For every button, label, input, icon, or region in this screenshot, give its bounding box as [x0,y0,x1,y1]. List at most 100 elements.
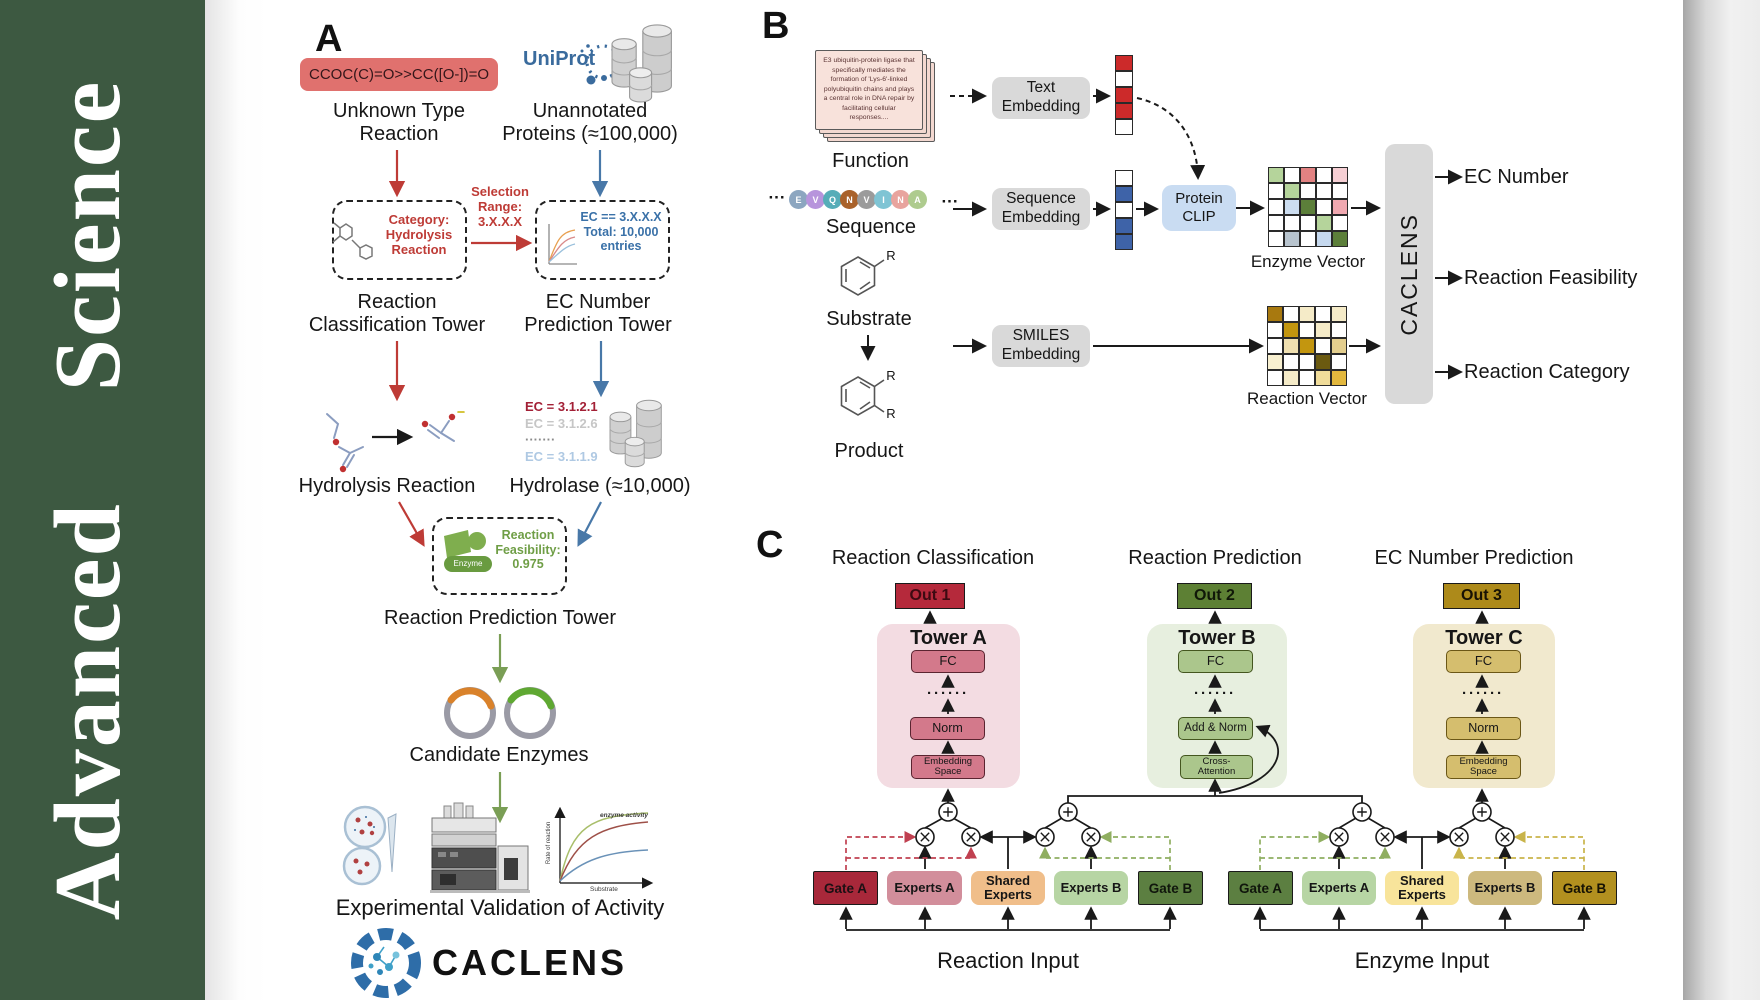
sequence-embedding-box: Sequence Embedding [992,188,1090,230]
multiply-node-icon [1329,827,1349,847]
vector-cell [1268,215,1284,231]
ec-result-item: EC = 3.1.2.1 [525,399,598,414]
experts-a-reaction-box: Experts A [887,871,962,905]
reaction-input-label: Reaction Input [937,948,1079,973]
caclens-bar-label: CACLENS [1395,212,1422,336]
panel-a-arrows [372,150,610,824]
tower-a-title: Tower A [910,627,987,649]
add-node-icon [938,802,958,822]
product-label: Product [834,440,904,462]
vector-cell [1315,354,1331,370]
vector-cell [1283,322,1299,338]
ec-result-item: EC = 3.1.2.6 [525,415,598,431]
gate-b-enzyme-box: Gate B [1552,871,1617,905]
out2-box: Out 2 [1177,583,1252,609]
unannotated-proteins-label: Unannotated Proteins (≈100,000) [502,100,678,146]
vector-cell [1332,215,1348,231]
r-group-label: R [886,368,896,383]
uniprot-wordmark: UniProt [523,48,596,70]
vector-cell [1268,199,1284,215]
vector-cell [1316,167,1332,183]
vector-cell [1115,170,1133,186]
hydrolase-label: Hydrolase (≈10,000) [509,475,691,497]
vector-cell [1331,322,1347,338]
vector-cell [1315,370,1331,386]
vector-cell [1115,218,1133,234]
residue-circle: Q [823,190,842,209]
add-node-icon [1472,802,1492,822]
vector-cell [1332,199,1348,215]
database-icon [611,24,672,103]
vector-cell [1283,338,1299,354]
function-label: Function [832,150,909,172]
enzyme-vector-grid [1268,167,1348,247]
tower-a-embedding-box: Embedding Space [911,755,985,779]
tower-b-fc-box: FC [1178,650,1253,673]
ec-result-list: EC = 3.1.2.1 EC = 3.1.2.6 ······· EC = 3… [525,399,599,465]
protein-clip-box: Protein CLIP [1162,185,1236,231]
tower-b-cross-attention-box: Cross- Attention [1180,755,1253,779]
sequence-ellipsis: ··· [768,188,786,207]
substrate-label: Substrate [826,308,912,330]
vector-cell [1300,215,1316,231]
enzyme-vector-label: Enzyme Vector [1250,252,1366,271]
vector-cell [1115,71,1133,87]
vector-cell [1115,234,1133,250]
tower-c-embedding-box: Embedding Space [1446,755,1521,779]
tower-c-dots: ······ [1462,685,1504,702]
gate-a-reaction-box: Gate A [813,871,878,905]
sequence-ellipsis: ··· [941,192,959,211]
experts-a-enzyme-box: Experts A [1302,871,1376,905]
smiles-reaction-box: CCOC(C)=O>>CC([O-])=O [300,58,498,91]
caclens-model-bar: CACLENS [1385,144,1433,404]
benzene-substrate-icon [840,256,885,296]
residue-circle: I [874,190,893,209]
output-ec-number: EC Number [1464,166,1569,188]
page-left-shadow [205,0,267,1000]
caclens-wordmark: CACLENS [432,942,628,983]
reaction-prediction-box [432,517,567,595]
panel-b-arrows [860,88,1463,380]
hplc-instrument-icon [430,802,530,893]
multiply-node-icon [915,827,935,847]
vector-cell [1268,183,1284,199]
multiply-node-icon [1035,827,1055,847]
smiles-embedding-box: SMILES Embedding [992,325,1090,367]
residue-circle: N [891,190,910,209]
ec-result-item: EC = 3.1.1.9 [525,448,598,464]
panel-b-label: B [762,5,790,47]
vector-cell [1115,186,1133,202]
ec-result-item: ······· [525,432,556,447]
residue-circle: V [857,190,876,209]
residue-circle: A [908,190,927,209]
ec-number-box [535,200,670,280]
vector-cell [1332,183,1348,199]
unknown-reaction-label: Unknown Type Reaction [333,100,465,146]
vector-cell [1315,306,1331,322]
petri-dish-icon [342,805,397,886]
vector-cell [1300,183,1316,199]
tower-c-norm-box: Norm [1446,717,1521,740]
vector-cell [1299,370,1315,386]
vector-cell [1268,231,1284,247]
enzyme-activity-plot-icon [554,806,654,889]
vector-cell [1267,370,1283,386]
header-ec-number-prediction: EC Number Prediction [1374,547,1574,569]
vector-cell [1284,199,1300,215]
benzene-product-icon [840,376,885,416]
residue-circle: V [806,190,825,209]
vector-cell [1315,338,1331,354]
category-label: Category: Hydrolysis Reaction [385,212,453,258]
vector-cell [1284,215,1300,231]
vector-cell [1284,167,1300,183]
page-right-shadow [1683,0,1760,1000]
molecule-doodle-icon [332,222,373,260]
add-node-icon [1352,802,1372,822]
vector-cell [1299,306,1315,322]
experimental-validation-label: Experimental Validation of Activity [335,895,665,920]
vector-cell [1332,167,1348,183]
journal-title: Advanced Science [36,79,140,921]
ester-molecule-icon [326,413,364,473]
